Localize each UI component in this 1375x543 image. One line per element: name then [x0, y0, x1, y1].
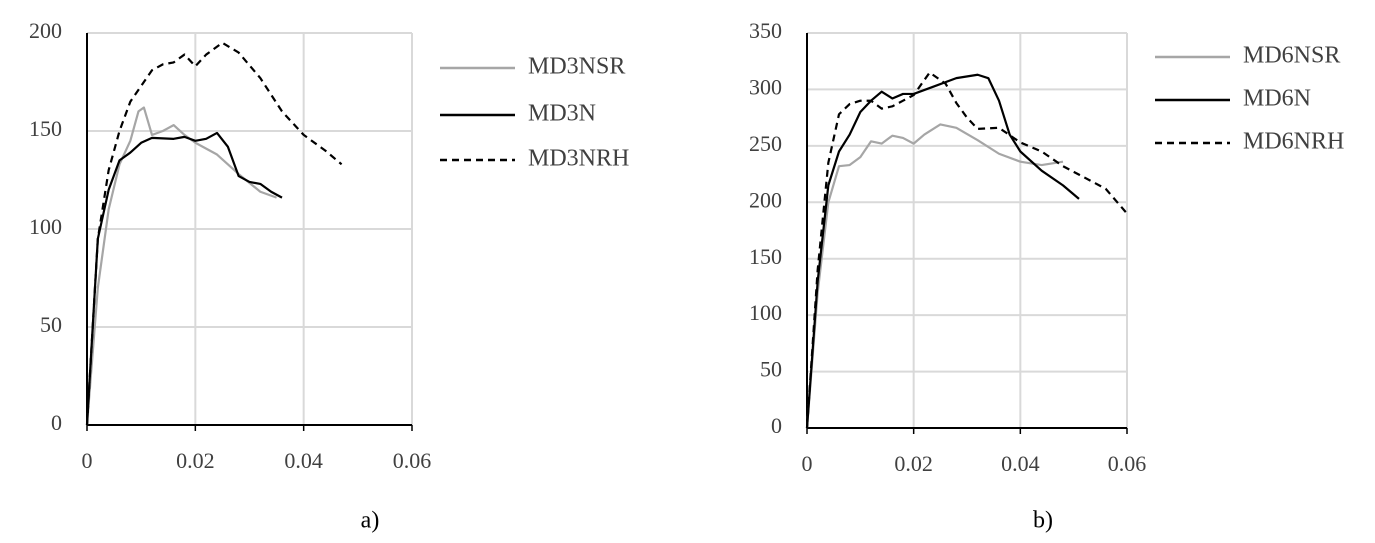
x-tick-label: 0: [82, 448, 93, 473]
x-tick-label: 0: [802, 451, 813, 476]
line-series: [805, 73, 1080, 429]
y-tick-label: 150: [29, 116, 62, 141]
legend-label: MD3NRH: [528, 146, 629, 172]
legend-label: MD3N: [528, 101, 596, 127]
x-tick-label: 0.06: [1108, 451, 1147, 476]
line-series: [805, 71, 1128, 429]
y-tick-label: 150: [749, 244, 782, 269]
y-tick-label: 50: [760, 357, 782, 382]
line-series: [85, 41, 343, 426]
x-tick-label: 0.04: [1001, 451, 1040, 476]
x-tick-label: 0.06: [393, 448, 432, 473]
y-tick-label: 250: [749, 131, 782, 156]
line-series: [85, 106, 277, 426]
y-tick-label: 0: [771, 413, 782, 438]
legend-label: MD6N: [1243, 86, 1311, 112]
x-tick-label: 0.02: [176, 448, 215, 473]
x-tick-label: 0.04: [284, 448, 323, 473]
y-tick-label: 200: [29, 18, 62, 43]
y-tick-label: 350: [749, 18, 782, 43]
y-tick-label: 100: [29, 214, 62, 239]
line-series: [85, 131, 283, 426]
y-tick-label: 50: [40, 312, 62, 337]
y-tick-label: 100: [749, 300, 782, 325]
caption: a): [361, 508, 380, 534]
legend-label: MD3NSR: [528, 54, 625, 80]
caption: b): [1033, 508, 1053, 534]
y-tick-label: 300: [749, 74, 782, 99]
legend-label: MD6NSR: [1243, 43, 1340, 69]
legend-label: MD6NRH: [1243, 129, 1344, 155]
line-series: [805, 123, 1064, 429]
x-tick-label: 0.02: [894, 451, 933, 476]
y-tick-label: 0: [51, 410, 62, 435]
y-tick-label: 200: [749, 187, 782, 212]
